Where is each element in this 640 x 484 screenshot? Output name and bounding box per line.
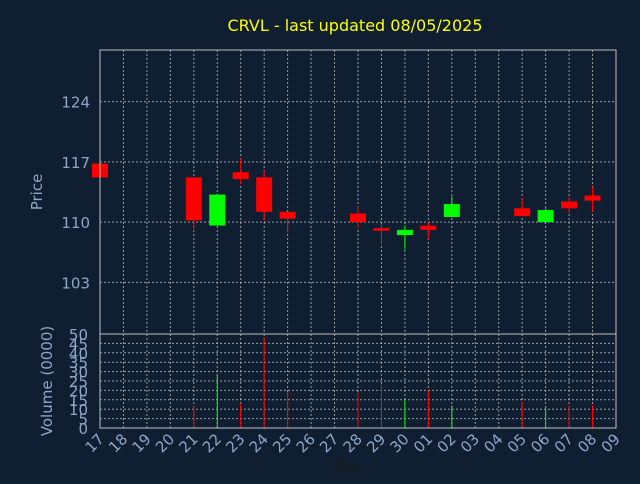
price-tick-label: 124 bbox=[61, 94, 90, 112]
volume-tick-label: 5 bbox=[78, 411, 88, 429]
volume-tick-label: 25 bbox=[69, 373, 88, 391]
price-tick-label: 110 bbox=[61, 214, 90, 232]
volume-bars-layer bbox=[193, 337, 594, 428]
candle-body bbox=[232, 172, 249, 180]
volume-tick-label: 10 bbox=[69, 401, 88, 419]
x-tick-label: 29 bbox=[363, 430, 389, 456]
x-tick-label: 19 bbox=[129, 430, 155, 456]
x-ticks: 1718192021222324252627282930010203040506… bbox=[82, 430, 624, 456]
x-tick-label: 06 bbox=[527, 430, 553, 456]
price-axis-label: Price bbox=[28, 174, 46, 211]
x-tick-label: 21 bbox=[175, 430, 201, 456]
volume-tick-label: 40 bbox=[69, 345, 88, 363]
x-tick-label: 24 bbox=[246, 430, 272, 456]
x-tick-label: 08 bbox=[574, 430, 600, 456]
x-tick-label: 09 bbox=[598, 430, 624, 456]
x-tick-label: 20 bbox=[152, 430, 178, 456]
x-tick-label: 01 bbox=[410, 430, 436, 456]
x-tick-label: 26 bbox=[293, 430, 319, 456]
volume-tick-label: 45 bbox=[69, 335, 88, 353]
candle-body bbox=[537, 210, 554, 223]
x-tick-label: 30 bbox=[387, 430, 413, 456]
candle-body bbox=[350, 213, 366, 223]
volume-tick-label: 20 bbox=[69, 382, 88, 400]
x-tick-label: 28 bbox=[340, 430, 366, 456]
volume-plot-frame bbox=[99, 333, 617, 429]
x-tick-label: 07 bbox=[551, 430, 577, 456]
candle-body bbox=[373, 228, 390, 231]
volume-tick-label: 30 bbox=[69, 364, 88, 382]
x-tick-label: 02 bbox=[433, 430, 459, 456]
price-tick-label: 117 bbox=[61, 154, 90, 172]
x-tick-label: 18 bbox=[105, 430, 131, 456]
x-tick-label: 23 bbox=[222, 430, 248, 456]
volume-tick-label: 35 bbox=[69, 354, 88, 372]
volume-tick-label: 50 bbox=[69, 326, 88, 344]
volume-tick-label: 0 bbox=[78, 420, 88, 438]
x-tick-label: 25 bbox=[269, 430, 295, 456]
candle-body bbox=[514, 208, 531, 217]
candle-body bbox=[561, 201, 578, 209]
x-tick-label: 22 bbox=[199, 430, 225, 456]
price-grid bbox=[100, 50, 616, 334]
candle-body bbox=[209, 194, 226, 226]
price-ticks: 103 110 117 124 bbox=[61, 94, 90, 293]
volume-axis-label: Volume (0000) bbox=[38, 326, 56, 436]
candle-body bbox=[420, 225, 437, 230]
x-tick-label: 03 bbox=[457, 430, 483, 456]
day-axis-label: Day bbox=[334, 460, 362, 476]
price-tick-label: 103 bbox=[61, 274, 90, 292]
candles-layer bbox=[92, 158, 601, 250]
candle-body bbox=[279, 211, 296, 219]
chart-title: CRVL - last updated 08/05/2025 bbox=[228, 16, 483, 35]
candle-body bbox=[396, 229, 413, 236]
volume-tick-label: 15 bbox=[69, 392, 88, 410]
candle-body bbox=[584, 195, 601, 201]
x-tick-label: 05 bbox=[504, 430, 530, 456]
candle-body bbox=[256, 177, 273, 212]
x-tick-label: 27 bbox=[316, 430, 342, 456]
candle-body bbox=[443, 204, 460, 217]
volume-grid bbox=[100, 334, 616, 428]
candle-body bbox=[185, 177, 202, 221]
x-tick-label: 04 bbox=[480, 430, 506, 456]
